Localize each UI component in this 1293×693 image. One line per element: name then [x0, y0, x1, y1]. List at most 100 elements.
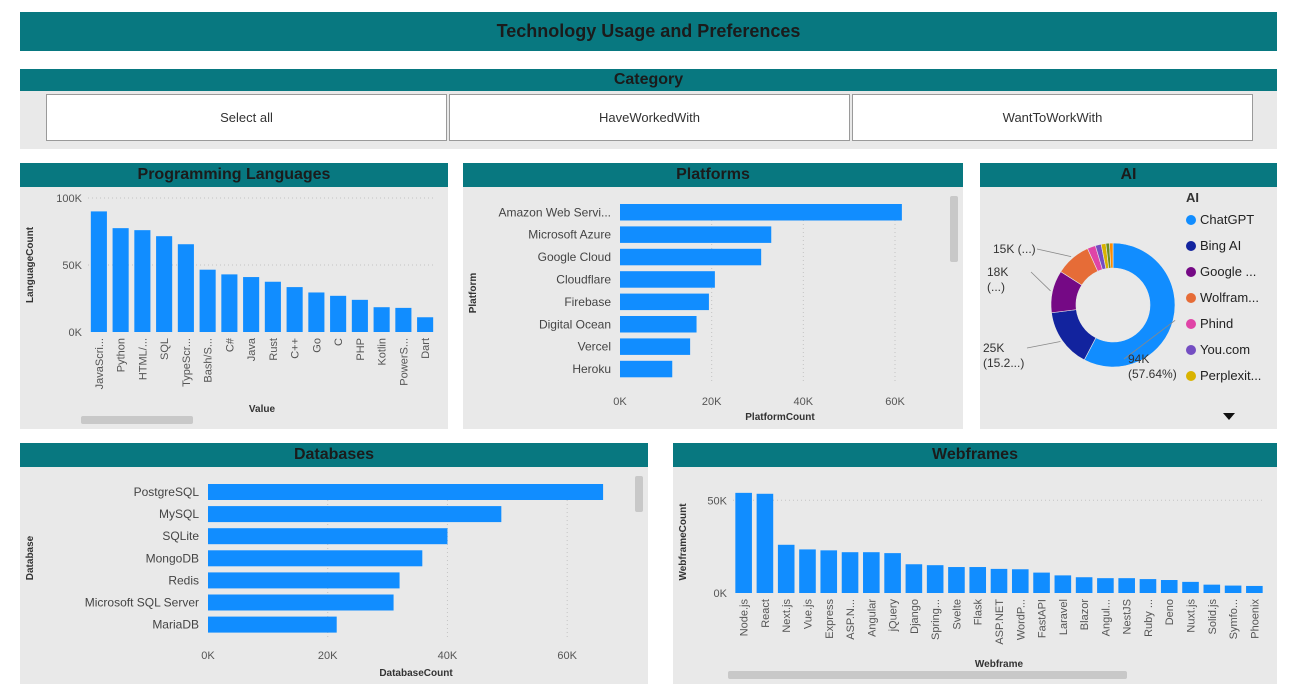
- bar: [1054, 575, 1072, 593]
- x-tick-label: 40K: [438, 650, 458, 662]
- bar: [1224, 585, 1242, 593]
- bar: [208, 484, 604, 500]
- ai-legend-title: AI: [1186, 190, 1199, 205]
- have-worked-with-button[interactable]: HaveWorkedWith: [449, 94, 850, 141]
- legend-dot-icon: [1186, 318, 1196, 329]
- want-to-work-with-button[interactable]: WantToWorkWith: [852, 94, 1253, 141]
- leader-line: [1123, 319, 1176, 360]
- x-tick-label: Express: [824, 599, 836, 639]
- legend-dot-icon: [1186, 240, 1196, 251]
- bar: [620, 248, 762, 266]
- legend-item-bing-ai[interactable]: Bing AI: [1186, 238, 1241, 253]
- legend-item-phind[interactable]: Phind: [1186, 316, 1233, 331]
- y-tick-label: Vercel: [578, 340, 611, 354]
- bar: [1075, 577, 1093, 593]
- x-tick-label: Ruby ...: [1143, 599, 1155, 637]
- data-label: (...): [987, 280, 1005, 294]
- y-tick-label: MongoDB: [146, 551, 199, 565]
- page-title: Technology Usage and Preferences: [20, 12, 1277, 51]
- legend-item-perplexity[interactable]: Perplexit...: [1186, 368, 1261, 383]
- bar: [948, 567, 965, 593]
- y-tick-label: Microsoft Azure: [528, 228, 611, 242]
- leader-line: [1036, 248, 1072, 257]
- y-axis-title: Database: [25, 535, 36, 580]
- y-axis-title: LanguageCount: [25, 226, 36, 303]
- databases-scrollbar[interactable]: [635, 476, 643, 512]
- bar: [112, 228, 129, 332]
- x-tick-label: HTML/...: [137, 338, 149, 380]
- bar: [208, 594, 394, 611]
- legend-item-wolfram[interactable]: Wolfram...: [1186, 290, 1259, 305]
- bar: [199, 269, 216, 332]
- x-tick-label: PowerS...: [398, 338, 410, 386]
- y-tick-label: Google Cloud: [538, 250, 611, 264]
- bar: [799, 549, 816, 593]
- data-label: (57.64%): [1128, 367, 1177, 381]
- bar: [208, 528, 448, 545]
- x-tick-label: C#: [224, 337, 236, 352]
- bar: [1182, 581, 1199, 593]
- legend-scroll-down-icon[interactable]: [1223, 413, 1235, 420]
- bar: [177, 244, 194, 332]
- webframes-scrollbar[interactable]: [728, 671, 1127, 679]
- bar: [134, 230, 151, 332]
- x-tick-label: Solid.js: [1207, 599, 1219, 635]
- bar: [156, 236, 173, 332]
- platforms-scrollbar[interactable]: [950, 196, 958, 262]
- languages-scrollbar[interactable]: [81, 416, 193, 424]
- legend-item-you-com[interactable]: You.com: [1186, 342, 1250, 357]
- y-tick-label: 50K: [62, 260, 82, 272]
- y-tick-label: 0K: [69, 327, 83, 339]
- databases-chart: 0K 20K 40K 60K PostgreSQL MySQL SQLite MongoDB R…: [25, 484, 604, 679]
- y-tick-label: 50K: [707, 495, 727, 507]
- legend-item-chatgpt[interactable]: ChatGPT: [1186, 212, 1254, 227]
- x-tick-label: SQL: [159, 338, 171, 360]
- bar: [90, 211, 107, 332]
- bar: [884, 553, 901, 593]
- bar: [208, 506, 502, 523]
- bar: [620, 360, 673, 378]
- legend-item-google[interactable]: Google ...: [1186, 264, 1256, 279]
- y-tick-label: PostgreSQL: [134, 485, 200, 499]
- webframes-chart: 0K 50K Node.js React Next.js Vue.js Express ASP…: [678, 492, 1265, 670]
- y-tick-label: Cloudflare: [556, 272, 611, 286]
- bar: [969, 567, 987, 593]
- ai-panel: [980, 163, 1277, 429]
- x-tick-label: 40K: [794, 396, 814, 408]
- x-axis-title: DatabaseCount: [379, 668, 453, 679]
- webframes-panel: [673, 443, 1277, 684]
- x-tick-label: Laravel: [1058, 599, 1070, 635]
- x-tick-label: Flask: [973, 599, 985, 626]
- bar: [1033, 572, 1050, 593]
- x-tick-label: Next.js: [781, 599, 793, 633]
- bar: [841, 552, 859, 593]
- y-tick-label: Microsoft SQL Server: [85, 596, 199, 610]
- pie-slice: [1109, 242, 1114, 269]
- ai-title: AI: [980, 163, 1277, 187]
- bar: [990, 568, 1008, 593]
- x-tick-label: Nuxt.js: [1186, 599, 1198, 633]
- y-tick-label: Heroku: [572, 362, 611, 376]
- x-tick-label: Angular: [866, 599, 878, 637]
- x-tick-label: Rust: [268, 338, 280, 361]
- x-tick-label: 60K: [885, 396, 905, 408]
- legend-label: Bing AI: [1200, 238, 1242, 253]
- bar: [620, 338, 691, 355]
- x-tick-label: ASP.NET: [994, 599, 1006, 645]
- platforms-title: Platforms: [463, 163, 963, 187]
- x-tick-label: Angul...: [1100, 599, 1112, 636]
- x-axis-title: Value: [249, 404, 276, 415]
- legend-dot-icon: [1186, 214, 1196, 225]
- x-tick-label: Phoenix: [1249, 599, 1261, 639]
- bar: [330, 295, 347, 332]
- bar: [1011, 569, 1029, 593]
- x-tick-label: Python: [116, 338, 128, 372]
- pie-slice: [1083, 242, 1176, 368]
- x-tick-label: Dart: [420, 338, 432, 359]
- languages-chart: 0K 50K 100K JavaScri... Python HTML/... SQL Typ…: [25, 193, 436, 415]
- y-axis-title: WebframeCount: [678, 503, 689, 581]
- bar: [395, 307, 412, 332]
- bar: [620, 271, 715, 288]
- data-label: 15K (...): [993, 242, 1036, 256]
- select-all-button[interactable]: Select all: [46, 94, 447, 141]
